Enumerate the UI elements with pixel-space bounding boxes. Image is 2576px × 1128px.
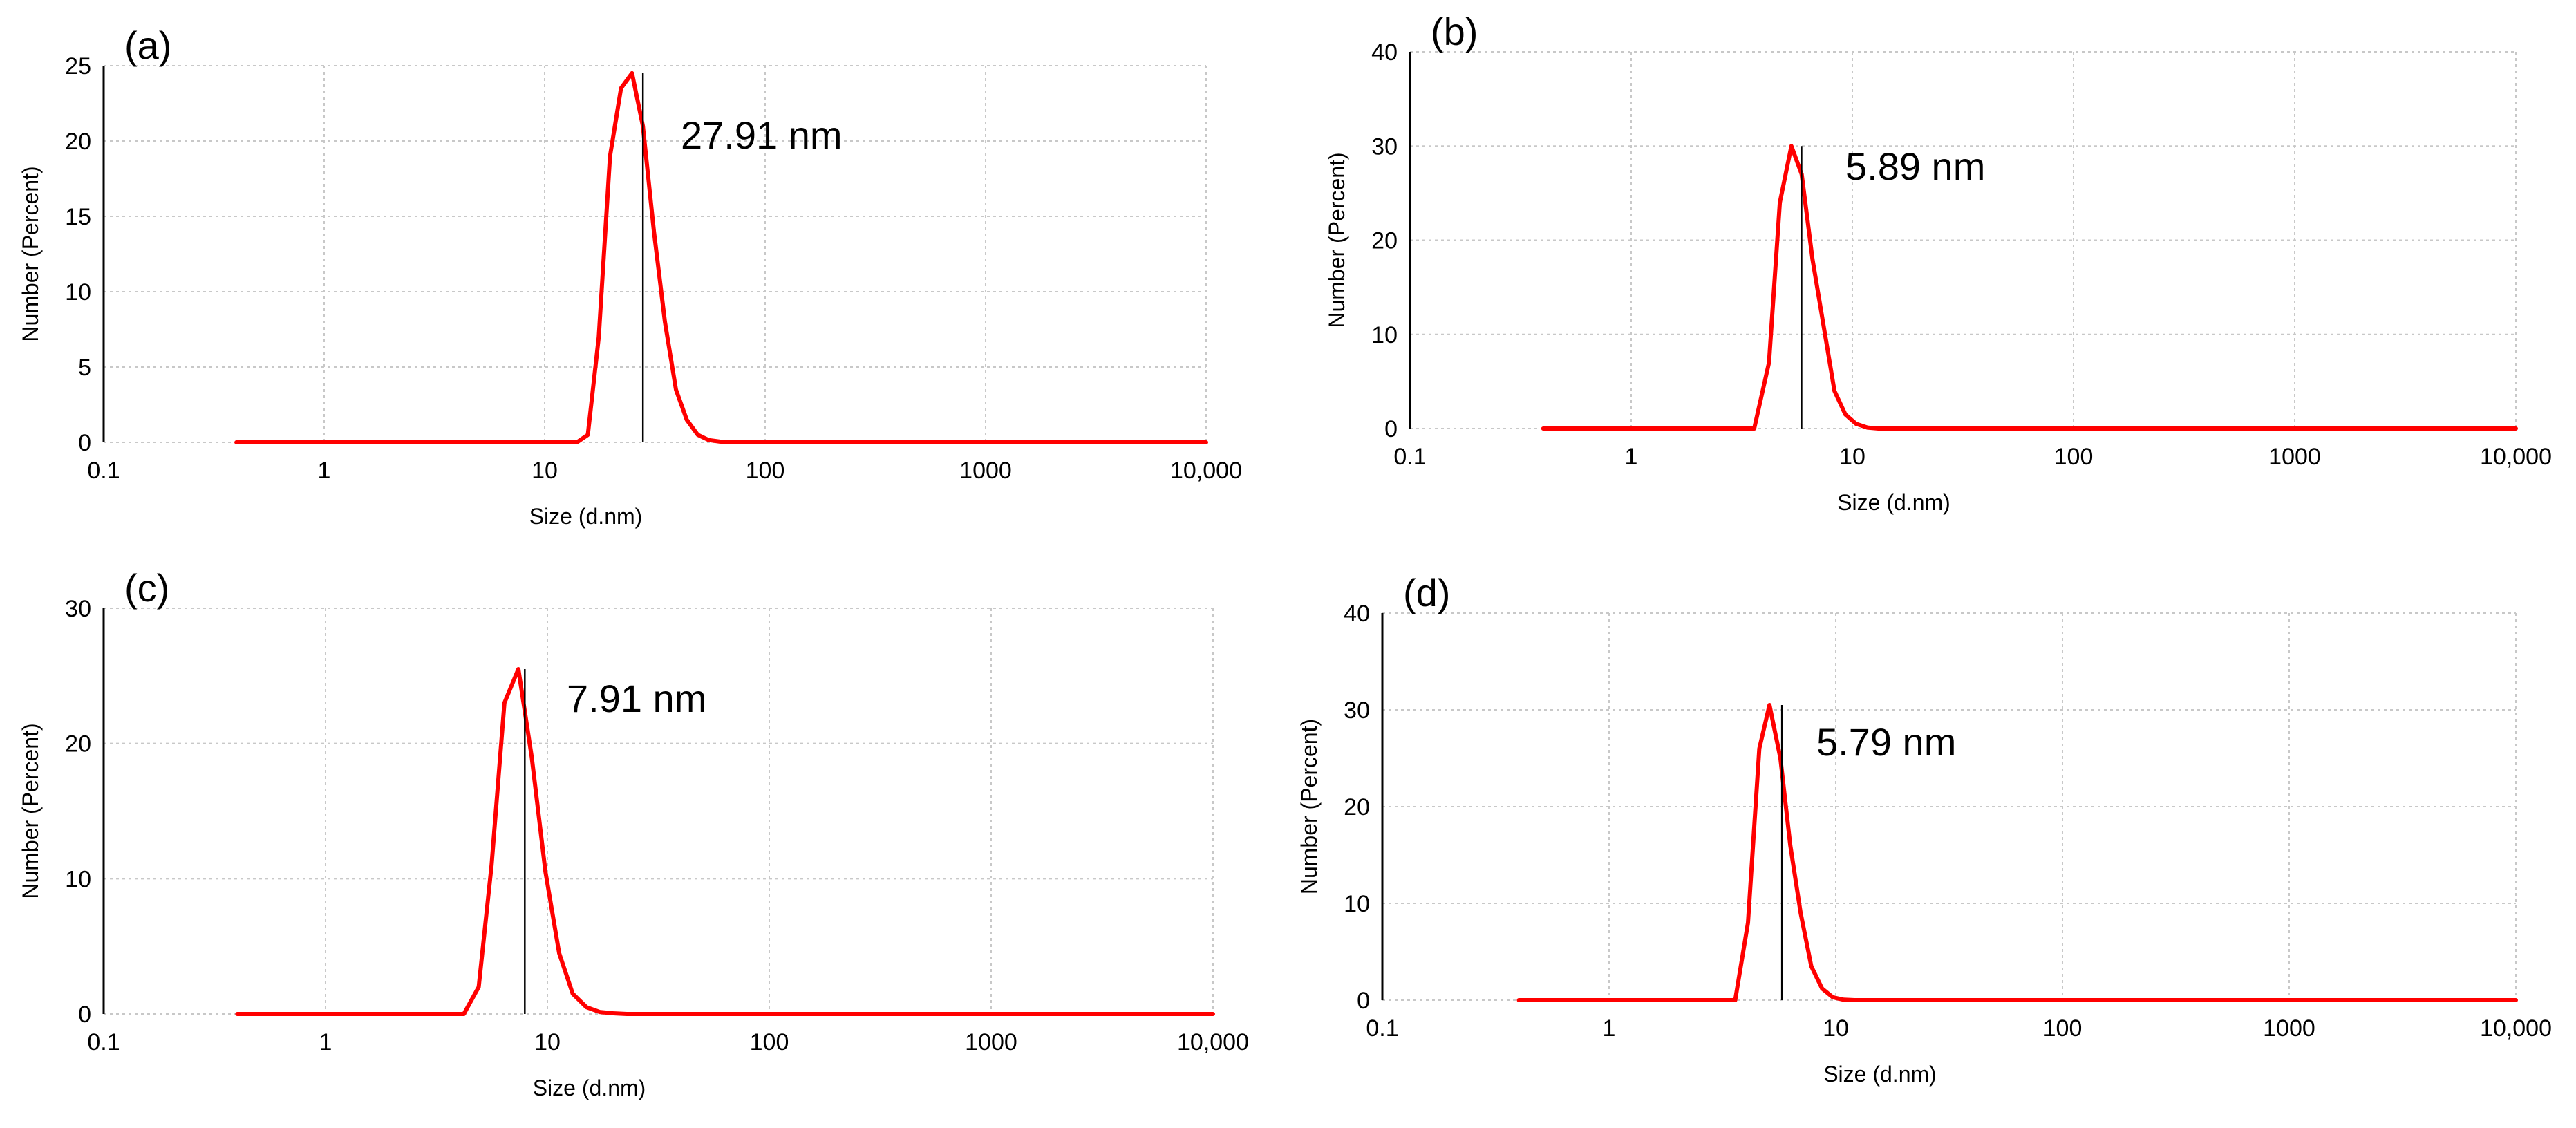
x-axis-title: Size (d.nm) [529, 504, 643, 529]
x-tick-label: 1000 [959, 458, 1012, 484]
x-tick-label: 100 [2043, 1015, 2083, 1042]
x-tick-label: 10 [532, 458, 558, 484]
y-tick-label: 0 [78, 1002, 91, 1028]
y-tick-label: 5 [78, 355, 91, 381]
y-tick-label: 0 [1384, 416, 1398, 442]
panel-label: (a) [124, 24, 171, 67]
x-tick-label: 10,000 [2480, 444, 2552, 470]
peak-size-annotation: 7.91 nm [567, 677, 706, 720]
y-tick-label: 20 [65, 129, 91, 155]
x-axis-title: Size (d.nm) [533, 1075, 646, 1100]
y-tick-label: 15 [65, 204, 91, 230]
data-series-line [1541, 144, 2518, 431]
x-tick-label: 0.1 [87, 458, 120, 484]
y-tick-label: 40 [1344, 601, 1370, 627]
y-axis-title: Number (Percent) [18, 723, 43, 899]
y-tick-label: 0 [1357, 988, 1370, 1014]
x-axis-title: Size (d.nm) [1837, 490, 1950, 515]
panel-c: 0.1 1 10 100 1000 10,000 0 10 20 30 Size (d.nm) Num… [18, 566, 1249, 1100]
x-tick-label: 10 [1823, 1015, 1849, 1042]
y-tick-label: 0 [78, 430, 91, 456]
x-tick-label: 1000 [2268, 444, 2321, 470]
data-series-line [1516, 703, 2518, 1002]
x-tick-label: 1 [1603, 1015, 1616, 1042]
x-tick-label: 0.1 [87, 1029, 120, 1055]
x-tick-label: 10 [534, 1029, 561, 1055]
y-tick-label: 20 [65, 731, 91, 758]
y-tick-label: 30 [65, 596, 91, 622]
x-tick-label: 100 [750, 1029, 789, 1055]
x-tick-label: 100 [2054, 444, 2094, 470]
y-axis-title: Number (Percent) [1324, 152, 1349, 328]
y-tick-label: 25 [65, 53, 91, 79]
x-tick-label: 0.1 [1393, 444, 1426, 470]
x-tick-label: 1 [319, 1029, 332, 1055]
peak-size-annotation: 27.91 nm [681, 113, 843, 157]
y-tick-label: 20 [1371, 228, 1398, 254]
y-axis-title: Number (Percent) [1297, 719, 1322, 894]
x-tick-label: 1 [1625, 444, 1638, 470]
x-tick-label: 10,000 [1177, 1029, 1249, 1055]
x-tick-label: 10,000 [1170, 458, 1242, 484]
x-tick-label: 10 [1839, 444, 1865, 470]
x-tick-label: 1000 [2263, 1015, 2315, 1042]
y-tick-label: 40 [1371, 39, 1398, 66]
y-tick-label: 30 [1344, 697, 1370, 724]
y-tick-label: 10 [65, 866, 91, 892]
x-tick-label: 100 [746, 458, 785, 484]
y-axis-title: Number (Percent) [18, 166, 43, 341]
data-series-line [235, 667, 1215, 1016]
y-tick-label: 10 [1344, 891, 1370, 917]
x-tick-label: 1 [318, 458, 331, 484]
panel-label: (d) [1403, 571, 1450, 614]
y-tick-label: 30 [1371, 133, 1398, 160]
y-tick-label: 10 [65, 279, 91, 306]
x-tick-label: 10,000 [2480, 1015, 2552, 1042]
panel-d: 0.1 1 10 100 1000 10,000 0 10 20 30 40 Size (d.nm) N… [1297, 571, 2552, 1087]
data-series-line [234, 70, 1208, 444]
peak-size-annotation: 5.79 nm [1816, 720, 1956, 764]
panel-label: (b) [1431, 10, 1478, 53]
peak-size-annotation: 5.89 nm [1845, 144, 1985, 188]
y-tick-label: 20 [1344, 794, 1370, 820]
panel-a: 0.1 1 10 100 1000 10,000 0 5 10 15 20 25 Size (d.nm)… [18, 24, 1242, 529]
x-tick-label: 1000 [965, 1029, 1017, 1055]
x-tick-label: 0.1 [1366, 1015, 1398, 1042]
panel-label: (c) [124, 566, 169, 610]
panel-b: 0.1 1 10 100 1000 10,000 0 10 20 30 40 Size (d.nm) N… [1324, 10, 2552, 515]
y-tick-label: 10 [1371, 322, 1398, 348]
x-axis-title: Size (d.nm) [1823, 1062, 1937, 1087]
